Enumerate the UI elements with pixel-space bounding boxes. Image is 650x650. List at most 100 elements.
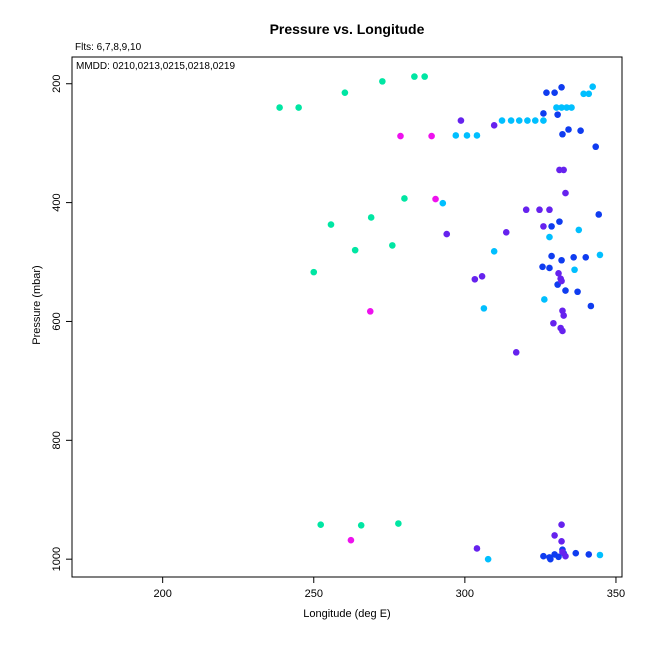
data-point [565,126,572,133]
data-point [558,84,565,91]
data-point [554,111,561,118]
data-point [515,117,523,124]
data-point [568,104,575,111]
data-point [541,296,548,303]
data-point [558,277,565,285]
data-point [585,90,593,98]
data-point [592,143,600,151]
data-point [558,521,565,529]
data-point [276,104,283,111]
data-point [471,275,479,283]
data-point [558,256,565,264]
y-tick-label: 400 [51,193,63,211]
data-point [596,251,604,259]
data-point [574,288,581,296]
data-point [575,226,583,234]
y-axis: 200 400 600 800 1000 [51,75,72,571]
data-point [379,78,386,85]
plot-frame [71,56,623,578]
data-point [555,553,562,561]
data-point [507,117,515,124]
data-point [572,549,580,557]
data-point [295,104,302,111]
data-point [478,272,486,280]
data-point [411,73,418,80]
x-tick-label: 350 [607,588,625,600]
data-point [421,73,428,80]
data-point [457,117,465,124]
data-point [596,551,604,559]
data-point [550,319,557,327]
data-point [327,221,335,228]
data-point [317,521,325,529]
data-point [546,233,553,241]
data-point [560,312,567,319]
data-points [276,73,604,563]
data-point [540,552,547,560]
data-point [585,551,593,558]
data-point [401,195,408,202]
data-point [490,248,498,255]
data-point [367,214,375,221]
data-point [463,132,471,139]
y-axis-label: Pressure (mbar) [31,265,43,344]
data-point [502,229,510,236]
chart-title: Pressure vs. Longitude [270,21,425,37]
data-point [351,246,359,254]
data-point [539,263,546,271]
data-point [389,242,396,249]
data-point [432,195,439,203]
data-point [498,117,506,124]
data-point [563,104,570,111]
data-point [548,223,555,230]
y-tick-label: 200 [51,75,63,93]
data-point [558,104,565,111]
x-tick-label: 200 [153,588,171,600]
x-axis-label: Longitude (deg E) [303,608,390,620]
data-point [366,308,374,315]
y-tick-label: 1000 [51,547,63,571]
x-tick-label: 250 [305,588,323,600]
flights-annotation: Flts: 6,7,8,9,10 [75,42,142,53]
data-point [595,211,603,218]
data-point [540,223,547,230]
data-point [571,266,578,274]
data-point [536,206,543,214]
data-point [540,110,547,117]
y-tick-label: 600 [51,312,63,330]
data-point [582,253,590,261]
data-point [473,132,481,139]
data-point [341,89,349,96]
dates-annotation: MMDD: 0210,0213,0215,0218,0219 [76,61,235,72]
data-point [397,132,404,140]
data-point [546,206,553,214]
data-point [562,287,569,294]
data-point [473,545,481,552]
data-point [522,206,530,214]
data-point [395,520,402,527]
y-tick-label: 800 [51,431,63,449]
data-point [546,264,553,272]
data-point [553,104,560,111]
data-point [559,327,566,335]
data-point [589,83,596,91]
x-tick-label: 300 [456,588,474,600]
data-point [439,199,447,207]
data-point [512,349,520,356]
data-point [555,270,562,277]
data-point [543,89,550,96]
data-point [577,127,584,134]
data-point [484,555,492,563]
data-point [570,253,577,261]
data-point [452,132,460,139]
x-axis: 200 250 300 350 [153,577,625,600]
data-point [524,117,531,124]
data-point [559,130,566,138]
data-point [560,166,567,174]
data-point [558,538,565,545]
data-point [357,521,365,529]
data-point [490,122,498,129]
data-point [587,302,595,310]
data-point [540,117,547,124]
